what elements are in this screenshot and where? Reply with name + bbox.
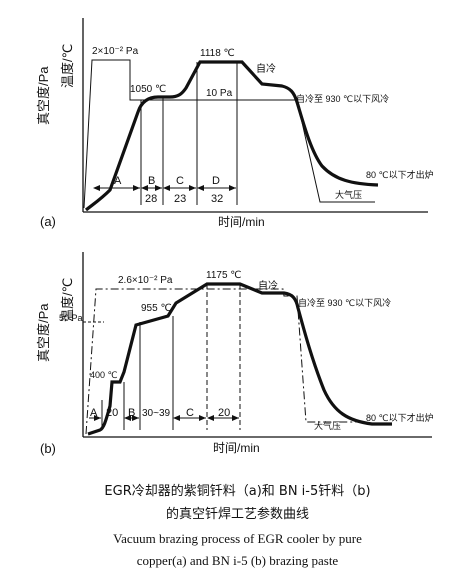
panel-a-ann-temp-1118: 1118 ℃ <box>200 48 235 59</box>
caption-en-line1: Vacuum brazing process of EGR cooler by … <box>113 531 362 546</box>
panel-a-ann-vacuum-low: 10 Pa <box>206 88 233 99</box>
panel-a-segment-name-c: C <box>176 175 184 187</box>
panel-a-ann-temp-1050: 1050 ℃ <box>130 84 166 95</box>
panel-a-segment-value-d: 32 <box>211 193 223 205</box>
panel-b-ann-out: 80 ℃以下才出炉 <box>366 412 434 423</box>
panel-b-ann-atm: 大气压 <box>314 420 341 431</box>
panel-b-segment-name-b: B <box>128 407 135 419</box>
panel-a-ann-vacuum-high: 2×10⁻² Pa <box>92 46 139 57</box>
panel-b-ann-self-cool: 自冷 <box>258 279 278 292</box>
panel-a: 温度/℃ 真空度/Pa 时间/min (a) A B C D 28 23 32 … <box>36 18 434 229</box>
panel-a-segment-value-c: 23 <box>174 193 186 205</box>
panel-b-ann-fan-cool: 自冷至 930 ℃以下风冷 <box>298 297 391 308</box>
panel-b-y-label-vacuum: 真空度/Pa <box>36 303 51 362</box>
panel-b-segment-value-c: 20 <box>218 407 230 419</box>
panel-b-x-label: 时间/min <box>213 441 260 455</box>
panel-b-vacuum-curve <box>85 288 358 435</box>
panel-b-segment-value-b: 30~39 <box>142 408 171 419</box>
panel-a-temperature-curve <box>84 60 379 212</box>
panel-b-ann-vacuum-high: 2.6×10⁻² Pa <box>118 275 173 286</box>
panel-b-ann-temp-955: 955 ℃ <box>141 303 172 314</box>
panel-a-ann-self-cool: 自冷 <box>256 62 276 75</box>
brazing-process-figure: 温度/℃ 真空度/Pa 时间/min (a) A B C D 28 23 32 … <box>36 18 434 456</box>
panel-b-temperature-curve <box>87 282 392 436</box>
panel-a-vacuum-curve <box>83 59 375 209</box>
panel-a-ann-out: 80 ℃以下才出炉 <box>366 169 434 180</box>
panel-b-y-label-temperature: 温度/℃ <box>60 278 75 322</box>
panel-a-segment-name-d: D <box>212 175 220 187</box>
panel-b-label: (b) <box>40 441 56 456</box>
panel-b-segment-value-a: 20 <box>106 407 118 419</box>
panel-a-label: (a) <box>40 214 56 229</box>
panel-a-ann-atm: 大气压 <box>335 189 362 200</box>
panel-b-ann-50pa: 50 Pa <box>59 313 83 323</box>
panel-a-x-label: 时间/min <box>218 215 265 229</box>
panel-b-ann-temp-1175: 1175 ℃ <box>206 270 242 281</box>
caption-en-line2: copper(a) and BN i-5 (b) brazing paste <box>136 553 339 568</box>
panel-a-segment-value-b: 28 <box>145 193 157 205</box>
panel-a-segment-name-b: B <box>148 175 155 187</box>
panel-a-y-label-vacuum: 真空度/Pa <box>36 66 51 125</box>
panel-b-segment-name-c: C <box>186 407 194 419</box>
panel-a-segment-name-a: A <box>114 175 122 187</box>
panel-b-segment-name-a: A <box>90 407 98 419</box>
panel-a-y-label-temperature: 温度/℃ <box>60 44 75 88</box>
caption-zh-line1: EGR冷却器的紫铜钎料（a)和 BN i-5钎料（b) <box>104 484 371 499</box>
panel-b: 温度/℃ 真空度/Pa 时间/min (b) A 20 B 30~39 C 20… <box>36 252 434 456</box>
panel-b-ann-temp-400: 400 ℃ <box>90 370 118 380</box>
panel-a-ann-fan-cool: 自冷至 930 ℃以下风冷 <box>296 93 389 104</box>
caption-zh-line2: 的真空钎焊工艺参数曲线 <box>165 507 309 522</box>
